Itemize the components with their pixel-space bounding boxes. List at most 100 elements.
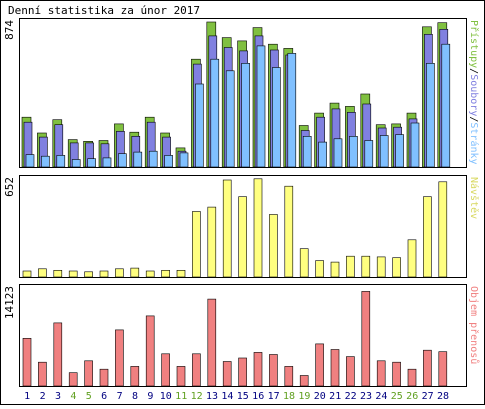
bar-visits-11 bbox=[176, 269, 186, 278]
bar-visits-6 bbox=[99, 270, 109, 278]
bar-visits-15 bbox=[238, 196, 247, 278]
legend-files: Soubory bbox=[468, 74, 479, 116]
day-label-26: 26 bbox=[406, 391, 418, 402]
bar-kbytes-5 bbox=[84, 360, 93, 387]
hits-bars bbox=[21, 21, 451, 168]
bar-visits-22 bbox=[346, 255, 355, 278]
bar-kbytes-19 bbox=[299, 375, 309, 387]
bar-kbytes-2 bbox=[38, 361, 47, 387]
bar-visits-21 bbox=[330, 261, 340, 278]
bar-kbytes-26 bbox=[407, 368, 417, 387]
bar-strnky-18 bbox=[287, 53, 297, 168]
hits-legend: Přístupy/Soubory/Stránky bbox=[468, 20, 480, 165]
day-label-17: 17 bbox=[268, 391, 280, 402]
bar-kbytes-3 bbox=[53, 322, 63, 387]
kbytes-bars bbox=[22, 291, 448, 387]
day-label-4: 4 bbox=[70, 391, 76, 402]
day-label-21: 21 bbox=[329, 391, 341, 402]
bar-strnky-12 bbox=[195, 83, 204, 168]
bar-visits-16 bbox=[253, 178, 263, 278]
day-label-5: 5 bbox=[86, 391, 92, 402]
visits-max-label: 652 bbox=[3, 177, 16, 197]
bar-strnky-9 bbox=[148, 150, 158, 168]
legend-visits: Návštěv bbox=[468, 177, 480, 219]
day-label-10: 10 bbox=[160, 391, 172, 402]
bar-strnky-20 bbox=[318, 141, 327, 168]
bar-strnky-4 bbox=[71, 159, 81, 168]
legend-hits: Přístupy bbox=[468, 20, 480, 68]
day-label-7: 7 bbox=[117, 391, 123, 402]
day-label-11: 11 bbox=[175, 391, 187, 402]
bar-kbytes-9 bbox=[145, 315, 155, 387]
bar-visits-2 bbox=[38, 268, 47, 278]
bar-strnky-7 bbox=[118, 153, 127, 168]
bar-kbytes-15 bbox=[238, 357, 247, 387]
bar-visits-17 bbox=[269, 214, 278, 278]
day-label-13: 13 bbox=[206, 391, 218, 402]
bar-strnky-11 bbox=[179, 152, 189, 168]
bar-strnky-27 bbox=[426, 62, 435, 168]
bar-kbytes-17 bbox=[269, 354, 278, 387]
bar-kbytes-25 bbox=[392, 361, 401, 387]
day-label-27: 27 bbox=[422, 391, 434, 402]
bar-kbytes-27 bbox=[423, 349, 432, 387]
bar-kbytes-24 bbox=[376, 360, 386, 387]
bar-strnky-3 bbox=[56, 155, 66, 168]
day-label-12: 12 bbox=[191, 391, 203, 402]
bar-visits-18 bbox=[284, 185, 294, 278]
bar-kbytes-16 bbox=[253, 352, 263, 387]
panel-frame-hits bbox=[19, 18, 467, 168]
day-label-2: 2 bbox=[40, 391, 46, 402]
hits-legend-text: Přístupy/Soubory/Stránky bbox=[468, 20, 480, 165]
day-label-15: 15 bbox=[237, 391, 249, 402]
bar-visits-19 bbox=[299, 248, 309, 278]
bar-strnky-26 bbox=[410, 122, 420, 168]
bar-visits-28 bbox=[438, 181, 448, 278]
hits-max-label: 874 bbox=[3, 20, 16, 40]
bar-visits-7 bbox=[115, 268, 124, 278]
day-label-3: 3 bbox=[55, 391, 61, 402]
day-label-28: 28 bbox=[437, 391, 449, 402]
panel-frame-kbytes bbox=[19, 284, 467, 387]
bar-visits-13 bbox=[207, 206, 217, 278]
bar-strnky-19 bbox=[302, 136, 312, 168]
bar-visits-26 bbox=[407, 239, 417, 278]
bar-strnky-6 bbox=[102, 157, 112, 168]
bar-kbytes-13 bbox=[207, 298, 217, 387]
bar-strnky-16 bbox=[256, 45, 266, 168]
bar-visits-20 bbox=[315, 260, 324, 278]
day-label-20: 20 bbox=[314, 391, 326, 402]
bar-kbytes-6 bbox=[99, 368, 109, 387]
bar-kbytes-11 bbox=[176, 366, 186, 387]
kbytes-max-label: 14123 bbox=[3, 286, 16, 319]
legend-pages: Stránky bbox=[468, 122, 480, 164]
day-labels: 1 2 3 4 5 6 7 8 9 10 11 12 13 14 15 16 17 18 19 20 21 22 23 24 2… bbox=[24, 391, 449, 402]
bar-visits-10 bbox=[161, 269, 170, 278]
bar-strnky-17 bbox=[272, 67, 281, 168]
bar-visits-9 bbox=[145, 270, 155, 278]
chart-title: Denní statistika za únor 2017 bbox=[8, 4, 200, 17]
bar-visits-23 bbox=[361, 255, 371, 278]
bar-strnky-24 bbox=[379, 135, 389, 168]
bar-strnky-13 bbox=[210, 58, 220, 168]
bar-strnky-8 bbox=[133, 151, 143, 168]
visits-bars bbox=[22, 178, 448, 278]
panel-frame-visits bbox=[19, 175, 467, 278]
bar-visits-24 bbox=[376, 256, 386, 278]
day-label-19: 19 bbox=[298, 391, 310, 402]
legend-kbytes: Objem přenosů bbox=[468, 286, 480, 364]
bar-visits-3 bbox=[53, 269, 63, 278]
day-label-24: 24 bbox=[375, 391, 387, 402]
bar-strnky-25 bbox=[395, 134, 404, 168]
bar-strnky-22 bbox=[349, 136, 358, 168]
bar-kbytes-8 bbox=[130, 366, 140, 387]
bar-kbytes-12 bbox=[192, 353, 201, 387]
bar-kbytes-28 bbox=[438, 351, 448, 387]
bar-kbytes-22 bbox=[346, 356, 355, 387]
bar-strnky-15 bbox=[241, 62, 250, 168]
day-label-9: 9 bbox=[147, 391, 153, 402]
bar-kbytes-21 bbox=[330, 349, 340, 387]
bar-kbytes-1 bbox=[22, 337, 32, 387]
bar-strnky-2 bbox=[41, 155, 50, 168]
